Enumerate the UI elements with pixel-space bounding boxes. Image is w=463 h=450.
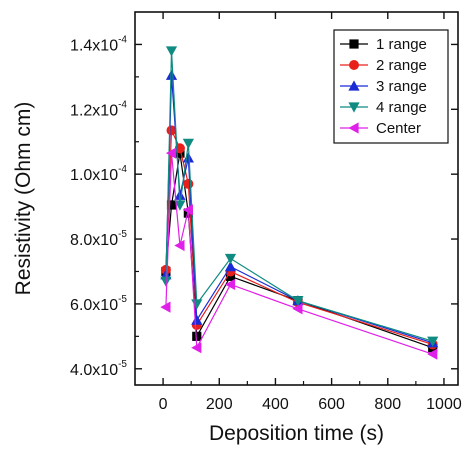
data-point bbox=[182, 204, 193, 216]
data-point bbox=[160, 276, 172, 287]
series-layer bbox=[160, 46, 439, 360]
data-point bbox=[224, 253, 237, 265]
data-point bbox=[166, 200, 177, 210]
data-point bbox=[292, 303, 303, 315]
legend-item: 1 range bbox=[340, 36, 427, 53]
legend-marker bbox=[349, 60, 359, 70]
x-tick-label: 200 bbox=[206, 396, 233, 413]
legend-marker bbox=[348, 80, 360, 91]
series-center bbox=[160, 147, 438, 360]
data-point bbox=[191, 299, 203, 310]
data-point bbox=[165, 147, 177, 159]
series-line bbox=[165, 153, 433, 355]
x-tick-label: 800 bbox=[374, 396, 401, 413]
data-point bbox=[191, 314, 203, 325]
legend-label: 2 range bbox=[376, 57, 427, 74]
series-line bbox=[165, 75, 433, 344]
data-point bbox=[224, 278, 236, 291]
data-point bbox=[427, 336, 439, 347]
x-tick-label: 0 bbox=[159, 396, 168, 413]
data-point bbox=[192, 331, 202, 341]
y-tick-label: 1.2x10-4 bbox=[70, 99, 127, 119]
legend-label: 4 range bbox=[376, 99, 427, 116]
legend-label: 1 range bbox=[376, 36, 427, 53]
x-tick-label: 600 bbox=[318, 396, 345, 413]
data-point bbox=[165, 46, 178, 57]
y-tick-label: 4.0x10-5 bbox=[70, 359, 127, 379]
data-point bbox=[160, 301, 171, 313]
data-point bbox=[191, 342, 202, 354]
data-point bbox=[224, 261, 237, 272]
plot-frame bbox=[134, 11, 459, 386]
legend-item: Center bbox=[340, 120, 421, 137]
x-axis-title: Deposition time (s) bbox=[209, 422, 384, 445]
legend-marker bbox=[348, 122, 359, 134]
x-tick-label: 400 bbox=[262, 396, 289, 413]
legend: 1 range 2 range 3 range 4 range Center bbox=[333, 29, 449, 144]
data-point bbox=[183, 178, 194, 189]
series-1-range bbox=[161, 148, 438, 353]
data-point bbox=[174, 239, 185, 252]
series-line bbox=[165, 152, 433, 349]
series-line bbox=[165, 50, 433, 342]
legend-item: 3 range bbox=[340, 78, 427, 95]
legend-label: 3 range bbox=[376, 78, 427, 95]
legend-label: Center bbox=[376, 120, 421, 137]
data-point bbox=[182, 138, 194, 149]
data-point bbox=[174, 200, 186, 211]
y-tick-label: 6.0x10-5 bbox=[70, 294, 127, 314]
legend-item: 2 range bbox=[340, 57, 427, 74]
axes-layer: 0 200 400 600 800 1000 4.0x10-5 6.0x10-5 8.0x10-… bbox=[70, 11, 462, 413]
legend-item: 4 range bbox=[340, 99, 427, 116]
legend-marker bbox=[349, 39, 359, 49]
series-2-range bbox=[160, 125, 438, 350]
data-point bbox=[292, 296, 304, 307]
y-tick-label: 8.0x10-5 bbox=[70, 229, 127, 249]
data-point bbox=[427, 348, 438, 360]
legend-marker bbox=[348, 102, 360, 113]
x-tick-label: 1000 bbox=[426, 396, 462, 413]
y-tick-label: 1.0x10-4 bbox=[70, 164, 127, 184]
y-axis-title: Resistivity (Ohm cm) bbox=[12, 102, 35, 296]
y-tick-label: 1.4x10-4 bbox=[70, 34, 127, 54]
